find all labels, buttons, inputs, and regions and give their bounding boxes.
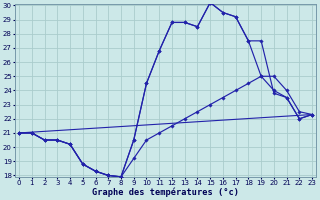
- X-axis label: Graphe des températures (°c): Graphe des températures (°c): [92, 188, 239, 197]
